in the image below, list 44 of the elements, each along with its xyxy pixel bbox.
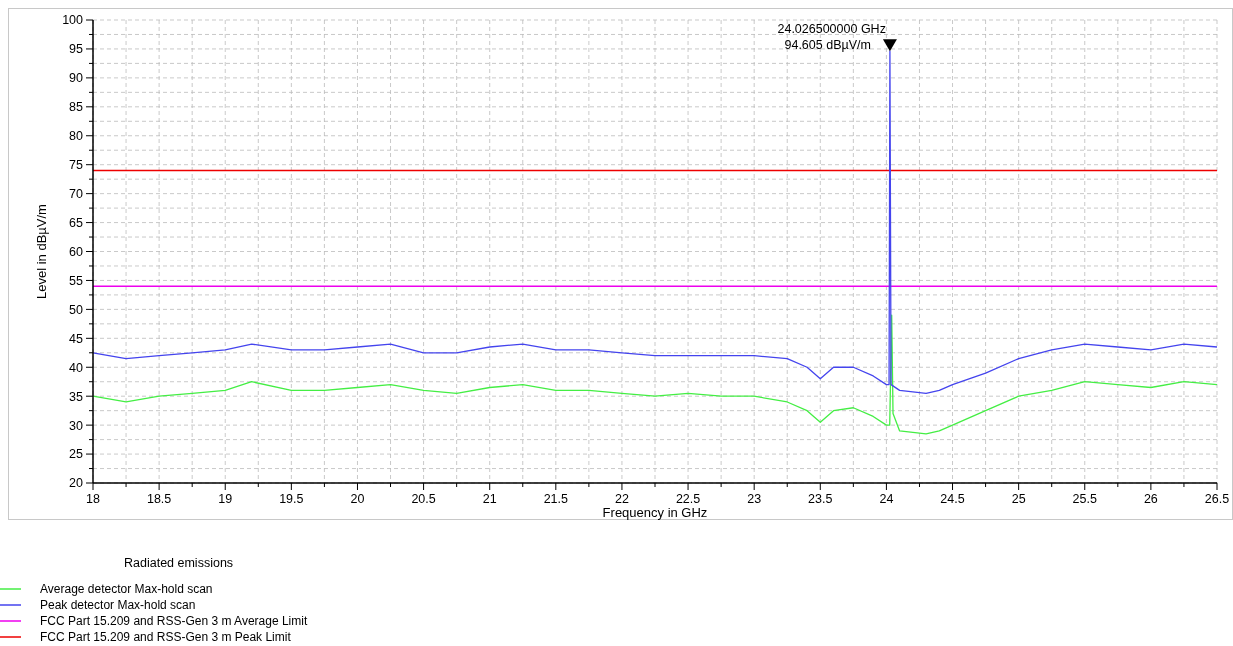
annotation: 24.026500000 GHz 94.605 dBµV/m <box>777 22 886 53</box>
x-tick-label: 19 <box>218 492 233 506</box>
y-axis-title: Level in dBµV/m <box>34 204 49 299</box>
y-tick-label: 75 <box>69 158 84 173</box>
legend-label: Average detector Max-hold scan <box>40 582 213 597</box>
x-tick-label: 19.5 <box>279 492 304 506</box>
x-tick-label: 23.5 <box>808 492 833 506</box>
y-tick-label: 100 <box>62 13 84 28</box>
y-tick-label: 40 <box>69 360 84 375</box>
y-tick-label: 60 <box>69 244 84 259</box>
x-tick-label: 23 <box>747 492 762 506</box>
legend-label: FCC Part 15.209 and RSS-Gen 3 m Average Limit <box>40 614 308 629</box>
x-tick-label: 18.5 <box>146 492 172 506</box>
x-tick-label: 22.5 <box>675 492 701 506</box>
y-tick-label: 35 <box>69 389 84 404</box>
x-tick-label: 24.5 <box>940 492 965 506</box>
y-tick-label: 20 <box>69 476 84 491</box>
x-tick-label: 24 <box>879 492 894 506</box>
y-tick-label: 70 <box>69 187 84 201</box>
y-tick-label: 50 <box>69 302 84 317</box>
x-tick-label: 20.5 <box>411 492 436 506</box>
y-tick-label: 95 <box>69 42 84 57</box>
x-tick-label: 25 <box>1011 492 1026 506</box>
y-tick-label: 55 <box>69 273 84 288</box>
y-tick-label: 90 <box>69 71 84 86</box>
x-tick-label: 21.5 <box>543 492 569 506</box>
y-tick-label: 85 <box>69 100 84 115</box>
x-tick-label: 20 <box>350 492 365 506</box>
x-tick-label: 25.5 <box>1072 492 1097 506</box>
legend-title: Radiated emissions <box>124 556 234 570</box>
x-tick-label: 26 <box>1143 492 1158 506</box>
y-tick-label: 30 <box>69 418 84 433</box>
x-tick-label: 18 <box>86 492 100 506</box>
x-tick-label: 26.5 <box>1204 492 1230 506</box>
y-tick-label: 80 <box>69 129 84 144</box>
legend-label: Peak detector Max-hold scan <box>40 598 196 613</box>
x-tick-label: 22 <box>614 492 629 506</box>
y-tick-label: 45 <box>69 331 84 346</box>
y-tick-label: 65 <box>69 215 84 230</box>
y-tick-label: 25 <box>69 447 84 462</box>
legend-label: FCC Part 15.209 and RSS-Gen 3 m Peak Limit <box>40 630 292 645</box>
x-tick-label: 21 <box>482 492 497 506</box>
x-axis-title: Frequency in GHz <box>602 505 708 520</box>
line-series <box>92 314 1218 435</box>
